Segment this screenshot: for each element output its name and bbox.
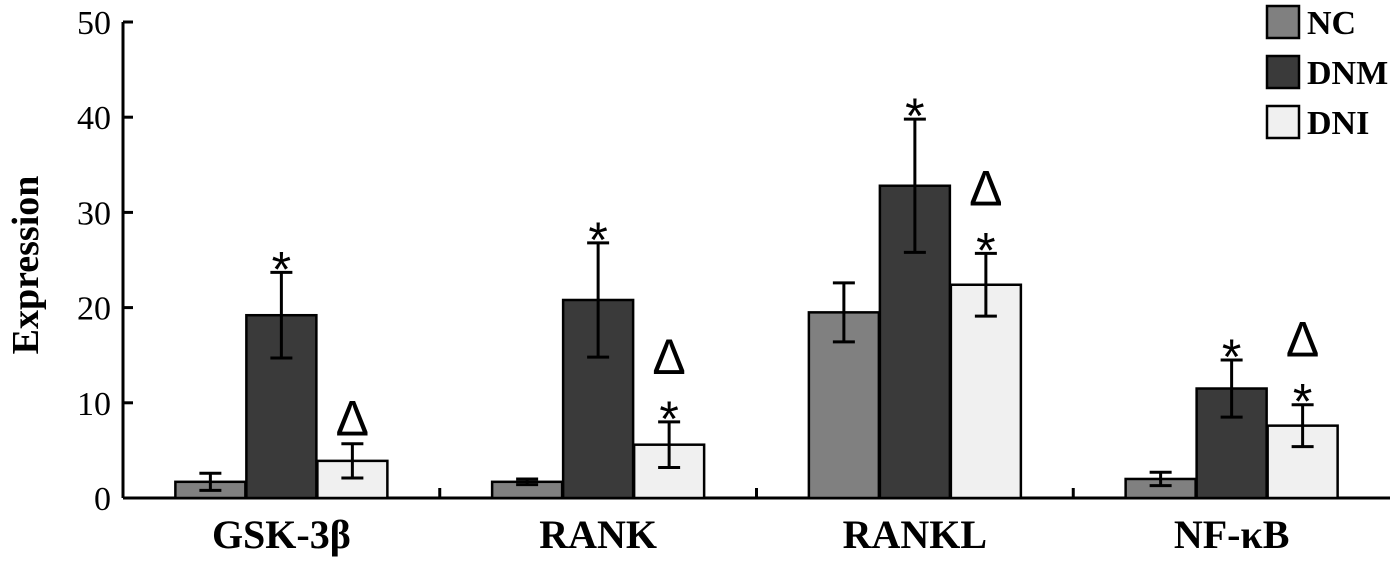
y-tick-label: 20	[77, 291, 111, 328]
significance-triangle: Δ	[969, 160, 1002, 216]
legend-label-dnm: DNM	[1307, 55, 1388, 92]
labels: Expression GSK-3β RANK RANKL NF-κB	[5, 176, 1289, 557]
significance-star: *	[1222, 329, 1241, 385]
significance-star: *	[976, 222, 995, 278]
error-bar	[270, 270, 293, 360]
error-bar	[1220, 358, 1243, 419]
y-tick-label: 10	[77, 386, 111, 423]
error-bar	[1149, 470, 1172, 488]
category-label: RANK	[539, 512, 657, 557]
error-bar	[903, 117, 926, 254]
error-bar	[832, 281, 855, 344]
legend: NC DNM DNI	[1265, 4, 1388, 142]
error-bar	[199, 471, 222, 492]
category-label: RANKL	[843, 512, 987, 557]
y-tick-label: 50	[77, 5, 111, 42]
significance-triangle: Δ	[1286, 312, 1319, 368]
y-tick-label: 30	[77, 195, 111, 232]
y-tick-label: 0	[94, 481, 111, 518]
error-bar	[658, 420, 681, 470]
error-bar	[341, 442, 364, 480]
significance-star: *	[905, 88, 924, 144]
legend-swatch-dni	[1265, 104, 1301, 140]
significance-triangle: Δ	[336, 391, 369, 447]
significance-triangle: Δ	[652, 329, 685, 385]
y-axis-label: Expression	[5, 176, 47, 355]
legend-label-dni: DNI	[1307, 105, 1369, 142]
error-bar	[1291, 403, 1314, 449]
significance-star: *	[588, 212, 607, 268]
error-bar	[516, 477, 539, 487]
y-tick-label: 40	[77, 100, 111, 137]
category-label: NF-κB	[1174, 512, 1290, 557]
error-bar	[587, 241, 610, 359]
bars: * Δ * * Δ * * Δ * * Δ	[174, 88, 1339, 500]
legend-label-nc: NC	[1307, 5, 1356, 42]
category-label: GSK-3β	[212, 512, 351, 557]
error-bar	[974, 251, 997, 318]
significance-star: *	[659, 391, 678, 447]
significance-star: *	[272, 241, 291, 297]
significance-star: *	[1293, 374, 1312, 430]
legend-swatch-nc	[1265, 4, 1301, 40]
legend-swatch-dnm	[1265, 54, 1301, 90]
